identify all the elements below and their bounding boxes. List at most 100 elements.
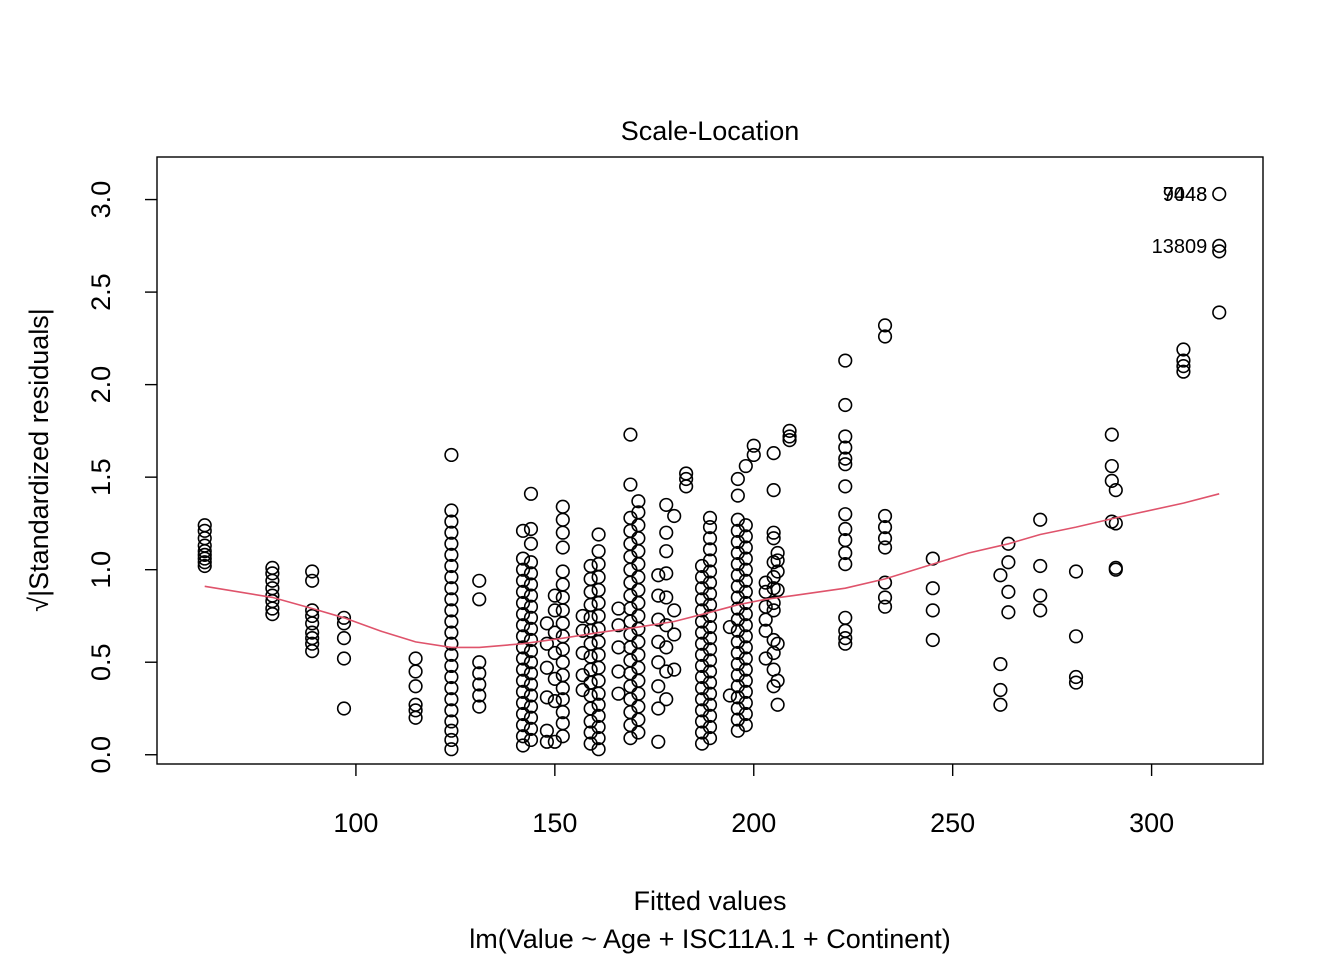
data-point [611, 686, 626, 701]
data-point [515, 595, 531, 611]
data-point [838, 521, 853, 537]
data-point [993, 568, 1008, 583]
data-point [555, 603, 570, 618]
data-point [583, 584, 598, 599]
data-point [408, 710, 423, 725]
data-point [444, 547, 459, 562]
data-point [766, 445, 781, 461]
data-point [591, 647, 606, 662]
data-point [702, 686, 718, 701]
data-point [702, 619, 718, 635]
y-tick-label: 1.0 [86, 551, 116, 589]
data-point [738, 458, 753, 474]
x-axis-label: Fitted values [633, 886, 786, 916]
data-point [702, 575, 718, 590]
data-point [1033, 512, 1048, 527]
data-point [738, 607, 753, 622]
data-point [1033, 588, 1048, 603]
data-point [611, 640, 626, 655]
data-point [722, 688, 737, 703]
data-point [838, 429, 853, 444]
data-point [515, 523, 531, 538]
data-point [555, 629, 570, 644]
data-point [838, 457, 853, 472]
data-point [197, 538, 212, 553]
data-point [583, 597, 598, 612]
data-point [523, 688, 539, 703]
data-point [738, 518, 753, 533]
data-point [591, 673, 606, 688]
data-point [515, 562, 531, 577]
data-point [305, 636, 320, 651]
data-point [667, 603, 682, 618]
data-point [591, 730, 606, 746]
data-point [877, 540, 893, 555]
data-point [444, 732, 459, 748]
data-point [444, 592, 459, 607]
data-point [1176, 359, 1191, 374]
data-point [197, 518, 212, 533]
data-point [591, 608, 606, 624]
data-point [651, 588, 666, 603]
data-point [555, 525, 570, 540]
data-point [925, 632, 940, 648]
data-point [611, 601, 626, 616]
data-point [1176, 342, 1191, 357]
data-point [515, 718, 531, 733]
data-point [336, 631, 352, 646]
data-point [336, 701, 352, 716]
data-point [472, 677, 487, 692]
x-axis-sublabel: lm(Value ~ Age + ISC11A.1 + Continent) [469, 924, 951, 954]
data-point [444, 692, 459, 707]
data-point [555, 668, 570, 683]
data-point [702, 719, 718, 735]
data-point [408, 664, 423, 679]
data-point [782, 423, 797, 438]
data-point [838, 397, 853, 413]
data-point [575, 623, 590, 638]
data-point [738, 529, 753, 544]
data-point [523, 555, 539, 570]
data-point [444, 703, 459, 718]
data-point [782, 433, 797, 448]
data-point [547, 693, 562, 709]
data-point [651, 568, 666, 583]
data-point [444, 681, 459, 696]
data-point [877, 318, 893, 333]
data-point [623, 477, 638, 492]
data-point [702, 510, 718, 525]
data-point [472, 655, 487, 670]
data-point [1176, 353, 1191, 368]
data-point [746, 447, 761, 463]
data-point [523, 699, 539, 714]
data-point [305, 631, 320, 646]
data-point [583, 636, 598, 651]
data-point [472, 592, 487, 607]
data-point [770, 564, 785, 579]
data-point [838, 479, 853, 494]
data-point [539, 734, 554, 749]
data-point [515, 584, 531, 599]
data-point [1212, 305, 1227, 320]
data-point [515, 640, 531, 655]
data-point [766, 483, 781, 498]
data-point [1104, 473, 1119, 488]
data-point [1212, 244, 1227, 259]
data-point [515, 573, 531, 588]
data-point [197, 523, 212, 538]
data-point [515, 662, 531, 677]
plot-frame [156, 156, 1264, 765]
chart-title: Scale-Location [621, 116, 800, 146]
data-point [523, 666, 539, 681]
data-point [667, 627, 682, 642]
data-point [838, 631, 853, 646]
data-point [444, 658, 459, 674]
data-point [444, 447, 459, 463]
outlier-label: 7048 [1163, 184, 1208, 206]
y-tick-label: 2.5 [86, 273, 116, 311]
data-point [523, 655, 539, 670]
data-point [197, 558, 212, 574]
data-point [738, 673, 753, 688]
x-tick-label: 150 [532, 808, 577, 838]
